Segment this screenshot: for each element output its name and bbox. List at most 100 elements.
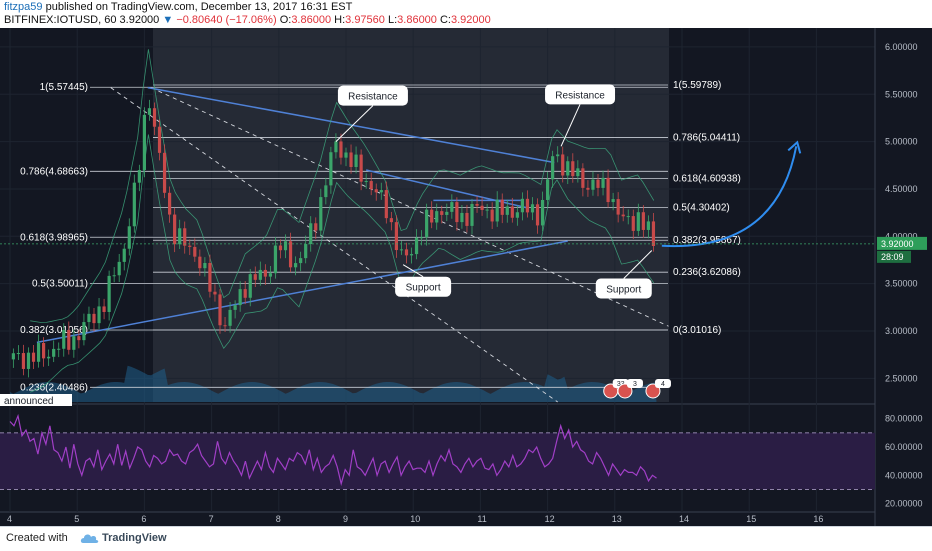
last-price: 3.92000 [119,14,160,26]
candle-body [142,114,146,171]
candle-body [137,170,141,183]
fib-label-left: 0.786(4.68663) [20,166,88,177]
time-axis: 4 5 6 7 8 9 10 11 12 13 14 15 16 [7,514,823,524]
candle-body [334,141,338,153]
candle-body [283,241,288,251]
candle-body [319,197,323,231]
candle-body [641,212,645,230]
event-count-box [626,379,643,388]
candle-body [339,141,343,158]
time-tick-label: 9 [343,514,348,524]
low-value: 3.86000 [397,14,437,26]
candle-body [238,289,242,306]
candle-body [243,289,247,298]
candle-body [525,198,530,213]
fib-label-right: 0(3.01016) [673,325,721,336]
candle-body [344,152,348,158]
candle-body [409,254,414,256]
candle-body [178,228,182,245]
callout-box [595,278,652,299]
candle-body [556,154,560,157]
event-count-label: 33 [617,381,625,388]
candle-body [173,214,177,245]
tradingview-brand[interactable]: TradingView [102,532,167,544]
rsi-tick-label: 80.00000 [885,414,923,424]
candle-body [571,161,575,177]
candle-body [389,218,393,223]
candle-body [566,161,570,176]
event-count-label: 3 [633,381,637,388]
time-tick-label: 11 [477,514,486,524]
fib-label-left: 0.5(3.50011) [32,279,88,290]
forecast-arrow [661,140,802,248]
candle-body [102,306,106,312]
low-label: L: [387,14,398,26]
trend-line-lower-support [36,240,568,344]
candle-body [435,211,439,223]
candle-body [460,212,464,223]
candle-body [470,203,474,226]
candle-body [540,199,545,226]
candle-body [450,202,454,212]
candle-body [324,185,328,198]
forecast-arrowhead-icon [787,140,802,154]
candle-body [97,306,101,324]
price-tick-label: 5.00000 [885,137,918,147]
candle-body [404,249,409,256]
candle-body [258,269,262,280]
fib-label-right: 0.5(4.30402) [673,203,730,214]
footer: Created with TradingView [0,526,932,551]
candle-body [626,216,630,218]
rsi-tick-label: 60.00000 [885,442,923,452]
candle-body [611,199,615,203]
trend-lines [30,49,669,403]
candle-body [394,222,398,251]
event-label: announced [4,396,54,407]
callout-pointer [623,250,653,279]
candle-body [87,313,91,323]
candle-body [581,168,585,188]
high-label: H: [334,14,346,26]
time-tick-label: 13 [612,514,622,524]
callout-text: Support [406,283,441,294]
fib-label-left: 0.236(2.40486) [20,382,88,393]
time-tick-label: 8 [276,514,281,524]
bollinger-upper [30,49,655,323]
chart-canvas[interactable]: 1(5.57445) 0.786(4.68663) 0.618(3.98965) 0.… [0,28,932,526]
candle-body [490,209,494,222]
candle-body [152,108,157,127]
candle-body [294,263,298,268]
rsi-line [9,413,657,487]
candle-body [52,348,56,357]
time-tick-label: 14 [679,514,689,524]
rsi-band [0,432,875,490]
candle-body [21,353,26,369]
tradingview-logo-icon: ▼ [162,14,174,26]
highlight-region [153,28,669,402]
time-tick-label: 6 [141,514,146,524]
price-axis-panel [875,28,932,526]
price-tick-label: 4.00000 [885,231,918,241]
candle-body [213,291,217,295]
candle-body [606,177,610,203]
candle-body [188,245,192,247]
ohlc-line: BITFINEX:IOTUSD, 60 3.92000 ▼ −0.80640 (… [4,14,491,26]
candle-body [636,212,640,231]
candle-body [616,199,620,215]
author-link[interactable]: fitzpa59 [4,1,43,13]
candle-body [480,205,484,210]
countdown-label: 28:09 [881,252,904,262]
callout-pointer [560,104,581,147]
candle-body [561,154,565,176]
time-tick-label: 10 [410,514,420,524]
fib-label-left: 0.382(3.01056) [20,325,88,336]
callouts: Resistance Resistance Support Support [335,84,653,299]
candle-body [505,206,509,215]
rsi-tick-label: 40.00000 [885,470,923,480]
candle-body [208,263,212,292]
candle-body [82,322,86,341]
candle-body [72,336,76,350]
bollinger-lower [30,134,655,393]
fib-label-right: 1(5.59789) [673,80,721,91]
candle-body [374,189,378,193]
